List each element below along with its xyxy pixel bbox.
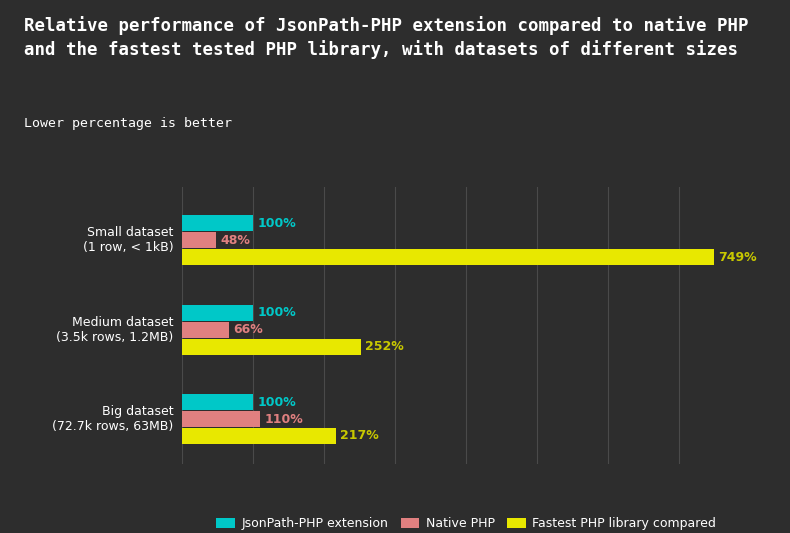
Bar [182,304,253,321]
Bar [182,338,361,354]
Bar [182,249,714,265]
Text: 110%: 110% [264,413,303,425]
Bar [182,394,253,410]
Text: 100%: 100% [257,306,295,319]
Bar [182,321,228,337]
Bar [182,428,336,444]
Text: Lower percentage is better: Lower percentage is better [24,117,231,130]
Bar [182,411,260,427]
Text: Relative performance of JsonPath-PHP extension compared to native PHP
and the fa: Relative performance of JsonPath-PHP ext… [24,16,748,59]
Text: 217%: 217% [340,430,379,442]
Legend: JsonPath-PHP extension, Native PHP, Fastest PHP library compared: JsonPath-PHP extension, Native PHP, Fast… [211,512,721,533]
Bar [182,232,216,248]
Text: 100%: 100% [257,395,295,408]
Bar [182,215,253,231]
Text: 749%: 749% [719,251,757,264]
Text: 48%: 48% [220,233,250,247]
Text: 66%: 66% [233,323,262,336]
Text: 100%: 100% [257,217,295,230]
Text: 252%: 252% [365,340,404,353]
